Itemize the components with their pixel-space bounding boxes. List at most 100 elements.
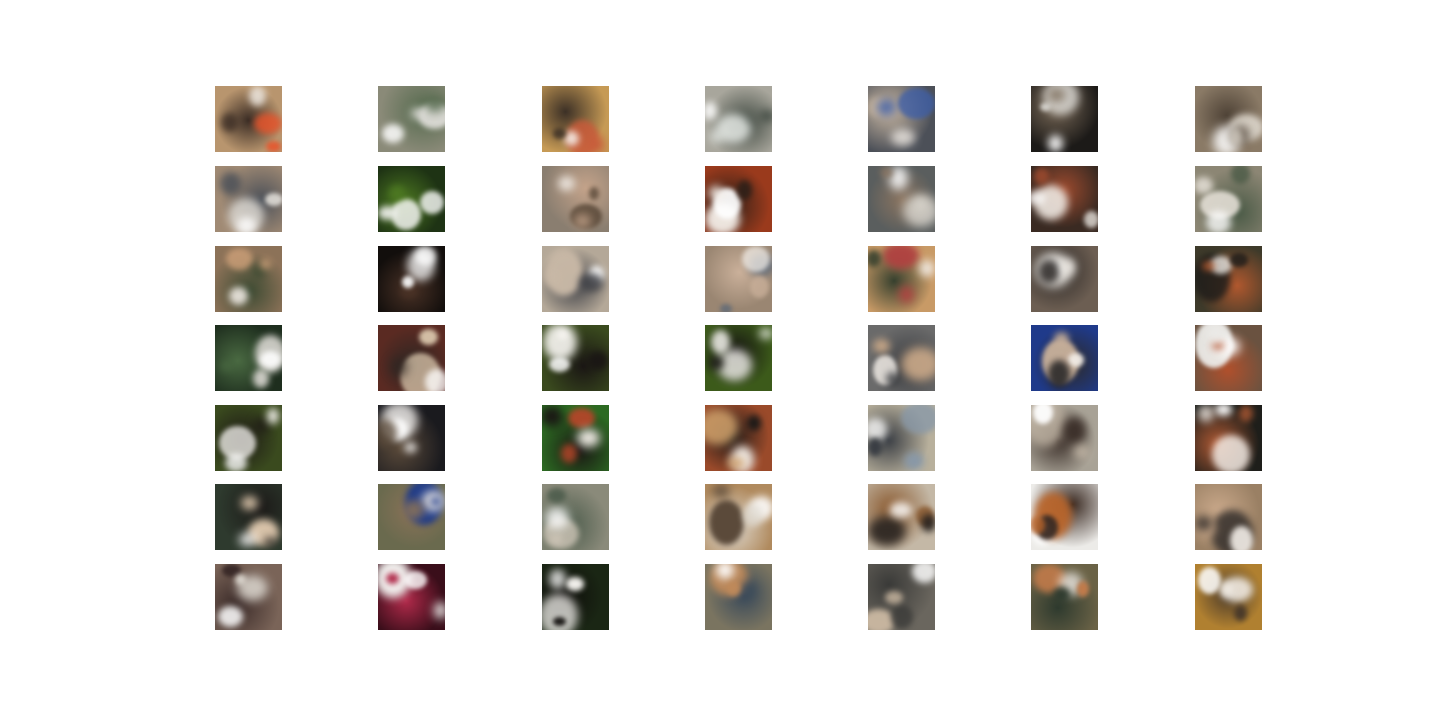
image-blob (1048, 135, 1063, 152)
image-blob (720, 304, 732, 312)
image-blob (711, 330, 730, 354)
image-blob (743, 504, 763, 527)
image-blob (402, 276, 414, 288)
image-blob (260, 351, 281, 368)
image-blob (420, 191, 444, 214)
image-blob (226, 248, 253, 270)
image-blob (1195, 516, 1212, 531)
image-blob (419, 329, 438, 345)
generated-image-tile (542, 166, 609, 232)
image-blob (709, 500, 744, 545)
generated-image-tile (542, 405, 609, 471)
image-blob (425, 97, 445, 112)
image-blob (742, 246, 770, 272)
generated-image-tile (1195, 405, 1262, 471)
image-blob (545, 507, 569, 529)
image-blob (403, 500, 424, 520)
image-blob (430, 497, 441, 506)
image-blob (547, 488, 566, 503)
generated-image-tile (705, 86, 772, 152)
image-blob (386, 573, 399, 584)
image-blob (1210, 256, 1232, 274)
image-blob (1202, 261, 1215, 271)
image-blob (239, 533, 256, 546)
image-blob (404, 571, 427, 589)
image-blob (1077, 581, 1089, 597)
image-blob (915, 198, 926, 213)
image-blob (868, 250, 881, 267)
generated-image-tile (1031, 564, 1098, 630)
image-blob (1220, 582, 1233, 597)
image-blob (378, 206, 397, 220)
image-blob (411, 108, 424, 119)
image-blob (265, 193, 282, 206)
image-blob (709, 356, 724, 370)
generated-image-tile (378, 484, 445, 550)
image-blob (1198, 567, 1221, 594)
generated-image-tile (868, 405, 935, 471)
image-blob (220, 361, 233, 371)
generated-image-tile (1031, 325, 1098, 391)
generated-image-tile (1031, 246, 1098, 312)
image-blob (1215, 405, 1232, 416)
image-blob (378, 419, 397, 448)
generated-image-tile (542, 246, 609, 312)
generated-image-tile (1031, 166, 1098, 232)
generated-image-tile (1195, 166, 1262, 232)
image-blob (1206, 211, 1231, 232)
image-blob (264, 537, 276, 546)
image-blob (727, 581, 740, 596)
image-blob (566, 577, 584, 591)
image-blob (266, 141, 281, 152)
image-blob (889, 502, 912, 518)
image-blob (221, 113, 238, 132)
image-blob (425, 369, 445, 391)
generated-image-tile (868, 484, 935, 550)
image-blob (891, 605, 913, 629)
generated-image-tile (215, 484, 282, 550)
generated-image-tile (868, 325, 935, 391)
generated-image-tile (705, 564, 772, 630)
image-blob (553, 128, 566, 139)
image-blob (382, 124, 404, 143)
generated-image-tile (215, 405, 282, 471)
image-blob (389, 185, 405, 201)
generated-image-tile (215, 246, 282, 312)
image-blob (1212, 435, 1250, 471)
generated-image-tile (1195, 246, 1262, 312)
image-blob (904, 452, 924, 470)
generated-image-tile (542, 86, 609, 152)
generated-image-tile (705, 484, 772, 550)
image-blob (267, 408, 279, 424)
generated-image-tile (1031, 484, 1098, 550)
generated-image-tile (1195, 86, 1262, 152)
generated-image-tile (378, 564, 445, 630)
generated-image-tile (868, 166, 935, 232)
image-blob (574, 214, 591, 228)
generated-image-tile (378, 325, 445, 391)
image-blob (237, 217, 256, 232)
image-blob (249, 86, 266, 106)
image-blob (1231, 166, 1250, 184)
image-blob (544, 267, 562, 286)
image-blob (225, 454, 247, 471)
generated-image-tile (378, 405, 445, 471)
generated-image-tile (542, 484, 609, 550)
generated-image-tile (705, 166, 772, 232)
image-blob (260, 259, 271, 269)
image-blob (415, 246, 436, 266)
image-blob (886, 372, 899, 386)
image-blob (590, 137, 604, 152)
image-blob (901, 405, 935, 434)
generated-image-tile (1031, 405, 1098, 471)
image-blob (1062, 259, 1075, 275)
image-blob (741, 581, 757, 598)
generated-image-tile (542, 325, 609, 391)
image-blob (899, 286, 914, 303)
image-blob (222, 564, 241, 577)
image-blob (400, 286, 417, 298)
image-blob (1034, 168, 1049, 184)
image-blob (705, 409, 738, 445)
image-blob (891, 129, 915, 146)
image-blob (1031, 516, 1045, 534)
